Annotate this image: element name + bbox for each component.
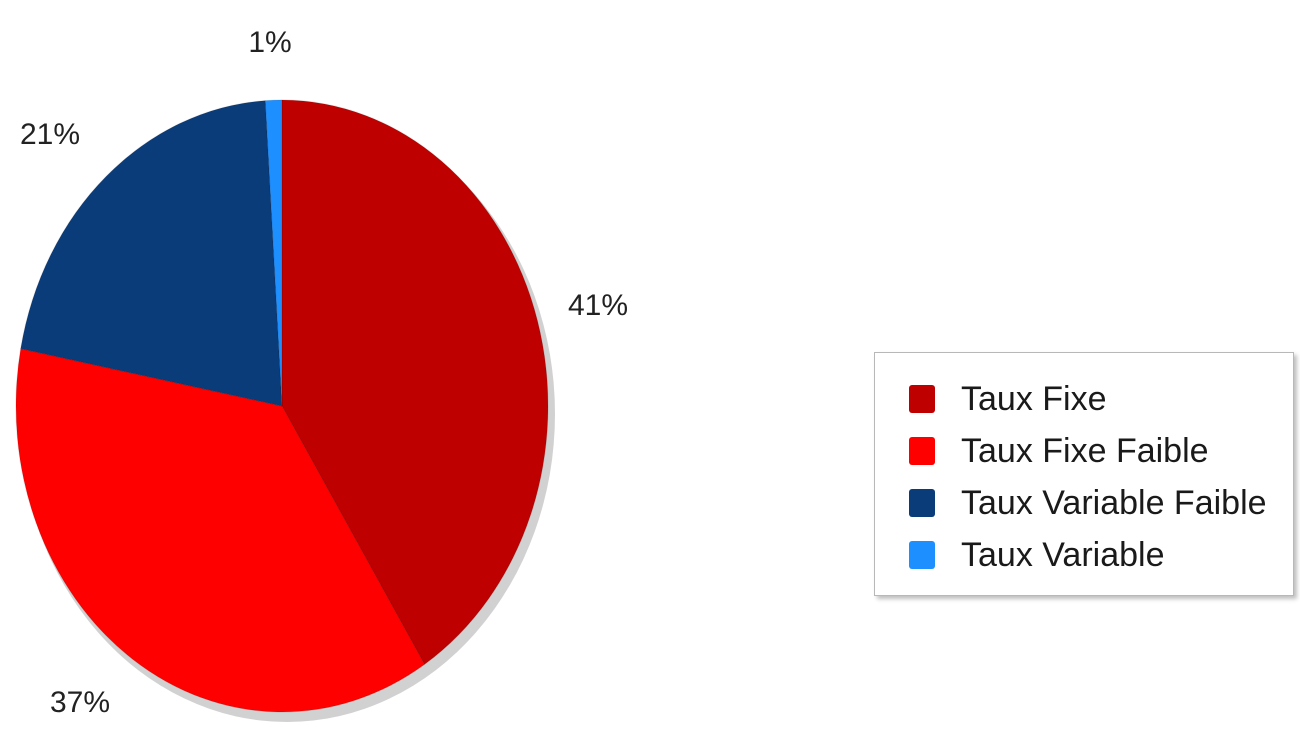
legend-label: Taux Fixe — [961, 379, 1107, 418]
data-label-taux-variable: 1% — [248, 26, 291, 59]
legend-item-taux-variable-faible: Taux Variable Faible — [909, 477, 1293, 529]
legend-swatch — [909, 541, 935, 569]
legend-item-taux-variable: Taux Variable — [909, 529, 1293, 581]
legend-swatch — [909, 437, 935, 465]
data-label-taux-variable-faible: 21% — [20, 118, 80, 151]
legend: Taux Fixe Taux Fixe Faible Taux Variable… — [874, 352, 1294, 596]
pie-slice-taux-variable — [264, 99, 283, 407]
legend-item-taux-fixe-faible: Taux Fixe Faible — [909, 425, 1293, 477]
legend-label: Taux Fixe Faible — [961, 431, 1209, 470]
pie-slice-taux-variable-faible — [20, 100, 283, 407]
data-label-taux-fixe: 41% — [568, 289, 628, 322]
legend-label: Taux Variable — [961, 535, 1165, 574]
pie-slice-taux-fixe — [281, 99, 549, 666]
pie-labels: 41% 37% 21% 1% — [20, 26, 628, 719]
legend-item-taux-fixe: Taux Fixe — [909, 373, 1293, 425]
pie-slices — [15, 99, 549, 713]
legend-label: Taux Variable Faible — [961, 483, 1267, 522]
data-label-taux-fixe-faible: 37% — [50, 686, 110, 719]
legend-swatch — [909, 489, 935, 517]
pie-slice-taux-fixe-faible — [15, 348, 426, 713]
legend-swatch — [909, 385, 935, 413]
